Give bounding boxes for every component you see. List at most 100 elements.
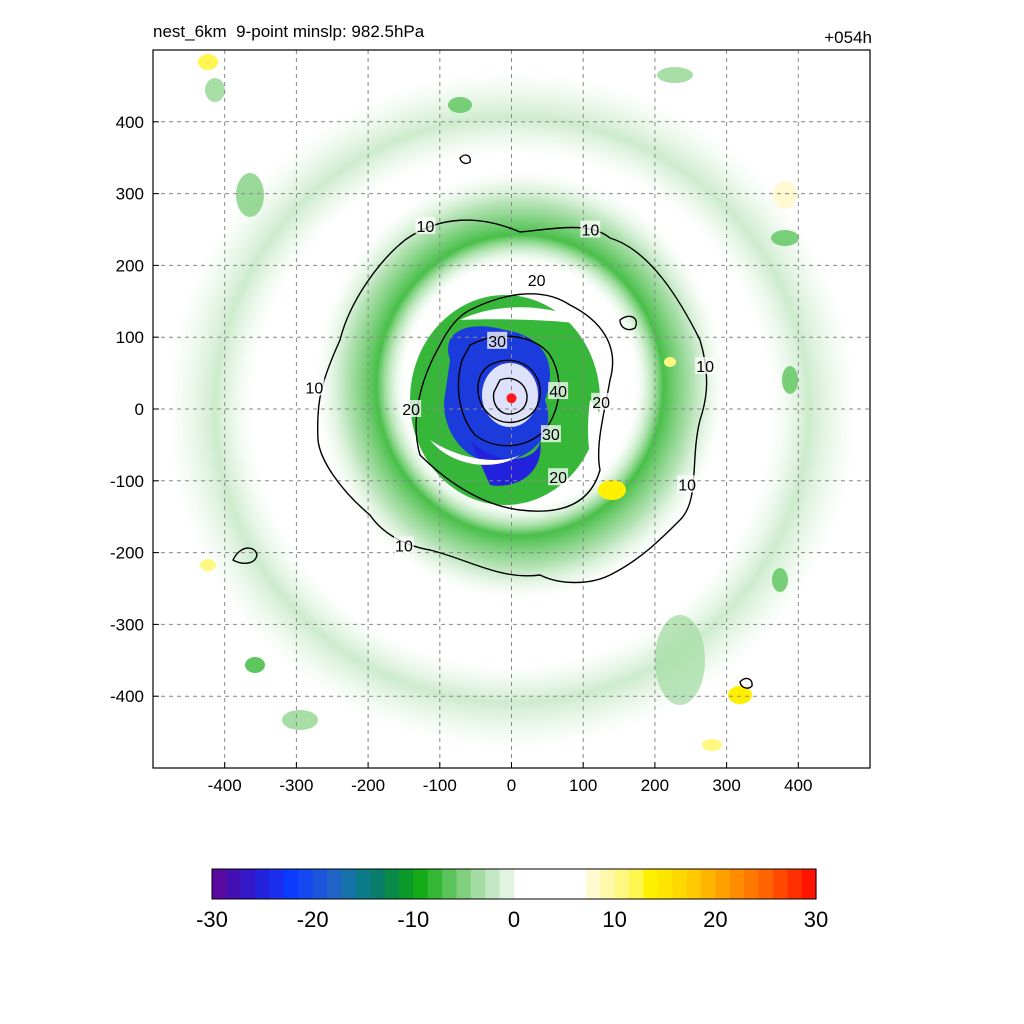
x-tick-label: 200 bbox=[641, 776, 669, 795]
colorbar-label: 20 bbox=[703, 907, 727, 932]
contour-label-bg bbox=[393, 536, 414, 554]
y-tick-label: 0 bbox=[135, 400, 144, 419]
colorbar-swatch bbox=[715, 869, 731, 899]
colorbar-swatch bbox=[542, 869, 558, 899]
yellow-patch bbox=[773, 181, 797, 209]
colorbar-frame bbox=[211, 868, 817, 900]
contour-label: 10 bbox=[395, 538, 413, 555]
colorbar-swatch bbox=[614, 869, 630, 899]
contour-label-bg bbox=[487, 331, 508, 349]
contour-label: 10 bbox=[678, 477, 696, 494]
contour-label: 20 bbox=[528, 273, 546, 290]
colorbar-swatch bbox=[772, 869, 788, 899]
colorbar-swatch bbox=[255, 869, 271, 899]
colorbar-swatch bbox=[370, 869, 386, 899]
contour-label: 40 bbox=[549, 384, 567, 401]
x-tick-label: 0 bbox=[507, 776, 516, 795]
x-axis-ticks: -400 -300 -200 -100 0 100 200 300 400 bbox=[208, 762, 812, 795]
x-tick-label: -300 bbox=[279, 776, 313, 795]
colorbar-swatch bbox=[269, 869, 285, 899]
colorbar-swatch bbox=[643, 869, 659, 899]
contour-label-bg bbox=[415, 216, 436, 234]
x-tick-label: 300 bbox=[712, 776, 740, 795]
contour-label: 10 bbox=[581, 223, 599, 240]
contour-label-bg bbox=[526, 270, 547, 288]
colorbar-swatch bbox=[470, 869, 486, 899]
x-tick-label: 100 bbox=[569, 776, 597, 795]
colorbar-label: 0 bbox=[508, 907, 520, 932]
yellow-patch bbox=[598, 480, 626, 500]
contour-label-bg bbox=[548, 468, 569, 486]
x-tick-label: -100 bbox=[423, 776, 457, 795]
colorbar-swatch bbox=[355, 869, 371, 899]
green-patch bbox=[772, 568, 788, 592]
storm-center-marker bbox=[506, 393, 517, 404]
y-tick-label: 200 bbox=[116, 256, 144, 275]
contour-small bbox=[619, 315, 637, 331]
colorbar-swatch bbox=[787, 869, 803, 899]
colorbar-swatch bbox=[240, 869, 256, 899]
contour-label: 30 bbox=[488, 334, 506, 351]
yellow-patch bbox=[200, 559, 216, 571]
white-gap-3 bbox=[430, 440, 520, 465]
green-patch bbox=[282, 710, 318, 730]
contour-20 bbox=[415, 293, 614, 512]
yellow-patch bbox=[198, 54, 218, 70]
contour-label: 10 bbox=[417, 219, 435, 236]
yellow-patch bbox=[664, 357, 676, 367]
colorbar-swatch bbox=[514, 869, 529, 899]
green-patch bbox=[655, 615, 705, 705]
contour-label-bg bbox=[401, 400, 422, 417]
colorbar-swatch bbox=[672, 869, 688, 899]
colorbar-label: 30 bbox=[804, 907, 828, 932]
forecast-hour-label: +054h bbox=[824, 28, 872, 47]
y-tick-label: 400 bbox=[116, 113, 144, 132]
colorbar-label: -20 bbox=[297, 907, 329, 932]
contour-inner bbox=[492, 377, 528, 415]
colorbar-swatch bbox=[557, 869, 573, 899]
green-patch bbox=[245, 657, 265, 673]
colorbar-swatch bbox=[585, 869, 601, 899]
contour-label-bg bbox=[548, 382, 569, 400]
contour-labels: 10 10 10 10 10 10 20 20 20 20 30 30 40 bbox=[304, 216, 716, 555]
colorbar-label: 10 bbox=[602, 907, 626, 932]
contour-small bbox=[739, 677, 753, 689]
x-tick-label: 400 bbox=[784, 776, 812, 795]
colorbar-swatch bbox=[427, 869, 443, 899]
x-tick-label: -200 bbox=[351, 776, 385, 795]
yellow-patch bbox=[702, 739, 722, 751]
contour-small bbox=[232, 547, 258, 564]
contour-label: 20 bbox=[549, 470, 567, 487]
colorbar-swatch bbox=[758, 869, 774, 899]
contour-label: 10 bbox=[305, 380, 323, 397]
chart-title: nest_6km 9-point minslp: 982.5hPa bbox=[153, 22, 425, 41]
colorbar-swatch bbox=[327, 869, 343, 899]
green-patch bbox=[657, 67, 693, 83]
colorbar-swatch bbox=[657, 869, 673, 899]
contour-10 bbox=[316, 219, 708, 584]
white-gap-2 bbox=[460, 307, 590, 325]
colorbar-swatch bbox=[729, 869, 745, 899]
contour-label-bg bbox=[540, 425, 561, 443]
colorbar-swatch bbox=[226, 869, 242, 899]
y-axis-ticks: 400 300 200 100 0 -100 -200 -300 -400 bbox=[110, 113, 159, 706]
contour-label: 10 bbox=[696, 359, 714, 376]
colorbar-swatch bbox=[801, 869, 817, 899]
colorbar-swatch bbox=[298, 869, 314, 899]
contour-label: 30 bbox=[542, 427, 560, 444]
contour-label-bg bbox=[677, 475, 698, 493]
colorbar-swatch bbox=[398, 869, 414, 899]
blue-spiral bbox=[470, 440, 541, 486]
x-tick-label: -400 bbox=[208, 776, 242, 795]
colorbar-swatch bbox=[528, 869, 544, 899]
colorbar-swatch bbox=[600, 869, 616, 899]
colorbar-swatch bbox=[571, 869, 587, 899]
colorbar-swatch bbox=[312, 869, 328, 899]
colorbar-swatch bbox=[456, 869, 472, 899]
contour-label: 20 bbox=[592, 395, 610, 412]
white-gap-1 bbox=[588, 400, 609, 480]
colorbar-swatch bbox=[485, 869, 501, 899]
yellow-patch bbox=[728, 686, 752, 704]
